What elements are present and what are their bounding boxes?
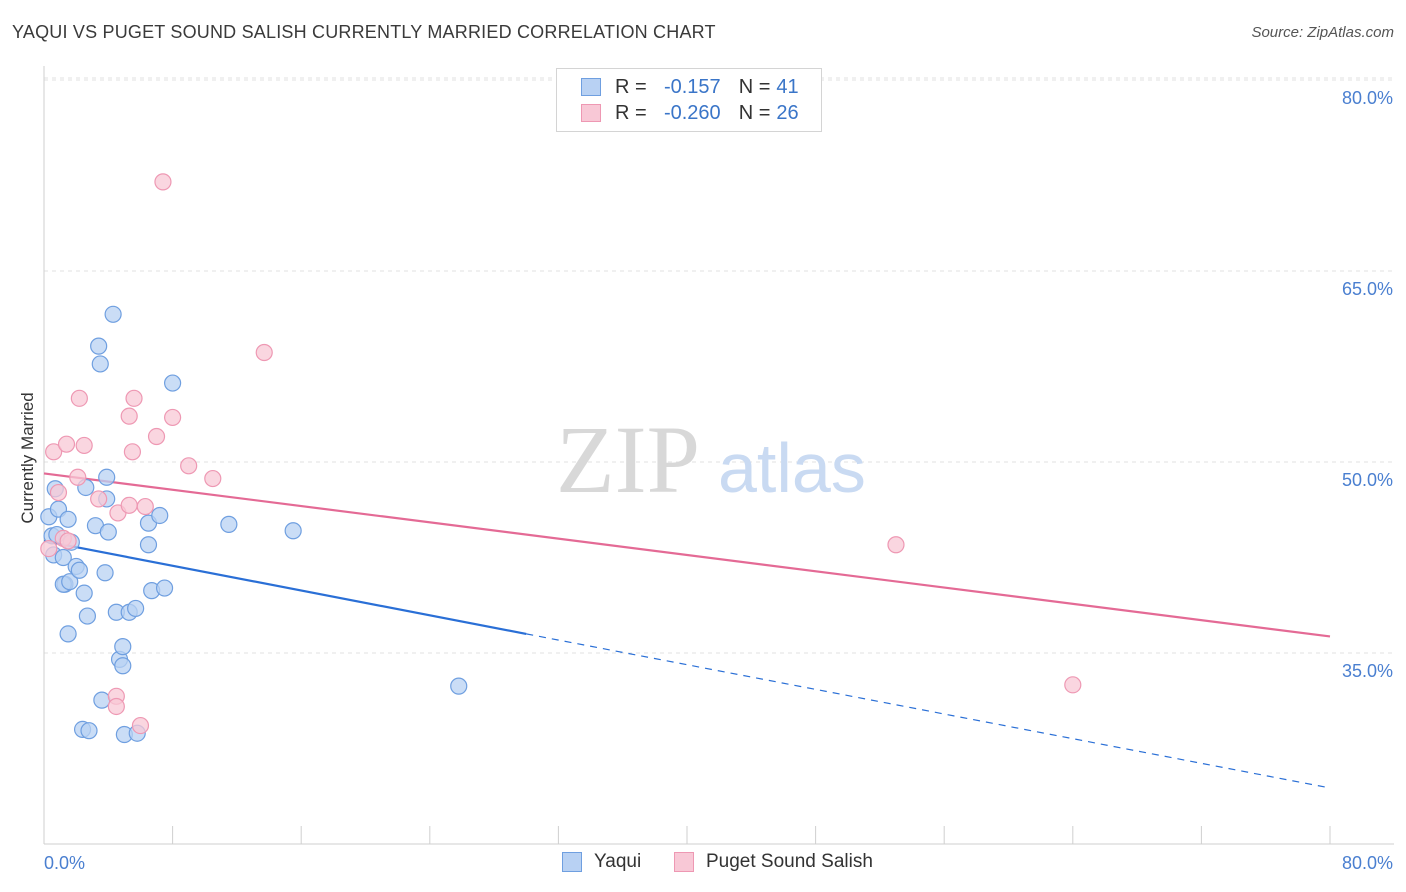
legend-row-yaqui: R = -0.157 N = 41 [581, 74, 799, 100]
salish-swatch [581, 104, 601, 122]
yaqui-point [80, 722, 98, 740]
salish-point [1064, 676, 1082, 694]
axes [43, 66, 1394, 845]
yaqui-point [99, 523, 117, 541]
yaqui-point [114, 657, 132, 675]
bottom-legend-yaqui: Yaqui [562, 851, 641, 873]
salish-point [40, 539, 58, 558]
salish-n-value: 26 [776, 101, 799, 124]
salish-point [107, 697, 125, 716]
salish-point [180, 457, 198, 475]
yaqui-point [151, 506, 169, 525]
bottom-legend-salish: Puget Sound Salish [674, 851, 873, 873]
yaqui-legend-label: Yaqui [594, 851, 642, 872]
trend-lines [43, 472, 1331, 789]
watermark-zip: ZIP [556, 406, 700, 513]
yaqui-point [96, 564, 114, 582]
salish-trend-line [43, 472, 1331, 638]
salish-point [204, 469, 222, 488]
salish-point [120, 407, 138, 425]
legend-r-label: R = [615, 75, 647, 98]
salish-point [57, 435, 76, 453]
salish-point [136, 497, 154, 516]
yaqui-point [93, 691, 111, 709]
yaqui-point [98, 468, 116, 486]
yaqui-trend-extension [526, 633, 1331, 789]
yaqui-trend-line [43, 539, 527, 635]
yaqui-point [155, 579, 174, 597]
y-tick-label: 50.0% [1342, 470, 1393, 490]
yaqui-point [59, 510, 77, 528]
salish-point [887, 536, 905, 554]
yaqui-point [104, 305, 122, 323]
salish-point [69, 468, 87, 486]
salish-point [131, 716, 150, 735]
salish-point [90, 490, 108, 508]
yaqui-point [61, 573, 79, 591]
y-tick-label: 35.0% [1342, 661, 1393, 681]
yaqui-point [75, 584, 93, 602]
yaqui-point [78, 607, 97, 625]
yaqui-point [164, 374, 182, 392]
salish-point [120, 496, 138, 514]
yaqui-r-value: -0.157 [663, 75, 721, 98]
yaqui-point [91, 355, 109, 373]
salish-point [45, 443, 63, 461]
yaqui-legend-swatch [562, 852, 582, 872]
legend-r-label: R = [615, 101, 647, 124]
y-tick-label: 65.0% [1342, 279, 1393, 299]
yaqui-point [70, 561, 88, 579]
salish-point [123, 443, 142, 461]
salish-point [125, 389, 143, 407]
salish-point [59, 532, 77, 550]
salish-point [154, 173, 172, 191]
salish-legend-swatch [674, 852, 694, 872]
yaqui-swatch [581, 78, 601, 96]
y-axis-label: Currently Married [18, 392, 37, 523]
yaqui-point [114, 638, 132, 656]
yaqui-point [90, 337, 108, 355]
yaqui-point [284, 522, 302, 540]
y-tick-labels: 35.0% 50.0% 65.0% 80.0% [1342, 88, 1393, 681]
salish-legend-label: Puget Sound Salish [706, 851, 873, 872]
salish-r-value: -0.260 [663, 101, 721, 124]
salish-point [164, 408, 182, 427]
salish-point [70, 389, 88, 407]
x-tick-labels: 0.0% 80.0% [44, 853, 1393, 873]
yaqui-n-value: 41 [776, 75, 799, 98]
yaqui-point [59, 625, 77, 643]
yaqui-point [127, 599, 145, 618]
watermark-atlas: atlas [718, 429, 866, 507]
yaqui-point [139, 536, 158, 554]
salish-point [147, 427, 166, 446]
salish-point [49, 483, 68, 502]
gridlines [44, 77, 1394, 654]
y-tick-label: 80.0% [1342, 88, 1393, 108]
x-tick-label: 80.0% [1342, 853, 1393, 873]
salish-point [255, 343, 273, 362]
data-points [40, 173, 1082, 744]
legend-row-salish: R = -0.260 N = 26 [581, 100, 799, 126]
legend: R = -0.157 N = 41 R = -0.260 N = 26 [556, 68, 822, 132]
yaqui-point [450, 677, 468, 695]
yaqui-point [54, 548, 72, 567]
legend-n-label: N = [738, 75, 771, 98]
yaqui-point [220, 515, 238, 533]
x-tick-label: 0.0% [44, 853, 85, 873]
legend-n-label: N = [738, 101, 771, 124]
source-credit: Source: ZipAtlas.com [1251, 24, 1394, 41]
salish-point [75, 436, 93, 455]
chart-title: YAQUI VS PUGET SOUND SALISH CURRENTLY MA… [12, 22, 716, 42]
